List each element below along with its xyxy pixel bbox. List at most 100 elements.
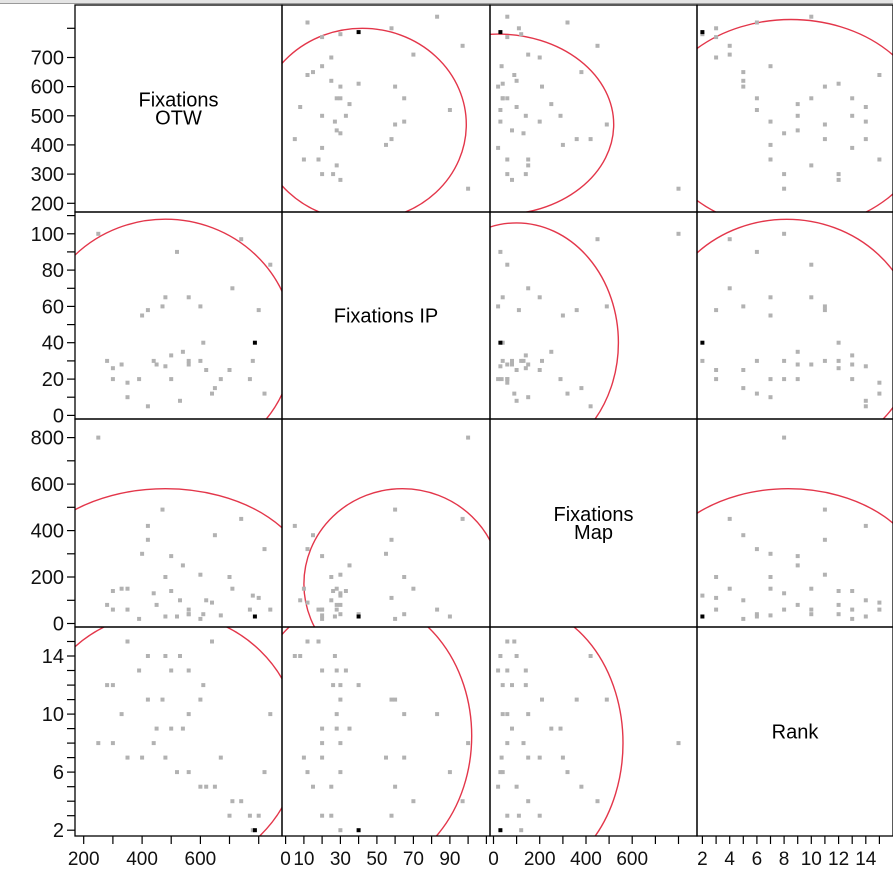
data-point [850, 96, 855, 101]
data-point [500, 712, 505, 717]
data-point [741, 616, 746, 621]
data-point [110, 683, 115, 688]
data-point [521, 741, 526, 746]
data-point [151, 591, 156, 596]
data-point [877, 600, 882, 605]
data-point [154, 726, 159, 731]
data-point [537, 55, 542, 60]
data-point [809, 607, 814, 612]
data-point [741, 368, 746, 372]
data-point [175, 249, 179, 254]
data-point [212, 533, 217, 538]
bottom-tick-label: 70 [403, 849, 424, 870]
data-point [137, 616, 142, 621]
data-point [782, 172, 787, 177]
data-point [514, 398, 519, 403]
data-point [500, 81, 505, 86]
data-point [316, 157, 321, 162]
data-point [514, 784, 519, 789]
data-point [145, 523, 150, 528]
data-point [496, 784, 501, 789]
data-point [96, 435, 101, 440]
data-point [320, 113, 325, 118]
data-point [768, 551, 773, 556]
data-point [505, 362, 510, 367]
data-point [320, 616, 325, 621]
data-point [163, 654, 168, 658]
data-point [700, 358, 705, 363]
data-point [498, 249, 503, 254]
data-point [334, 607, 339, 612]
data-point [227, 813, 232, 818]
data-point [140, 551, 145, 556]
data-point [676, 741, 681, 746]
data-point [305, 547, 310, 552]
data-point [768, 377, 773, 382]
data-point [338, 591, 343, 596]
left-tick-label: 700 [31, 48, 64, 70]
density-ellipse-r1-c0 [75, 218, 282, 419]
data-point [247, 813, 252, 818]
data-point [320, 813, 325, 818]
diagonal-label-line: Fixations [138, 90, 218, 112]
data-point [198, 358, 203, 363]
data-point [329, 784, 334, 789]
data-point [393, 784, 398, 789]
data-point [145, 308, 150, 313]
data-point [169, 554, 174, 559]
data-point [105, 358, 110, 363]
data-point [338, 177, 343, 182]
highlighted-point [356, 828, 361, 833]
data-point [500, 683, 505, 688]
data-point [741, 533, 746, 538]
data-point [145, 404, 150, 409]
data-point [332, 614, 337, 619]
data-point [877, 380, 882, 385]
data-point [519, 32, 524, 37]
data-point [782, 231, 787, 236]
data-point [604, 304, 609, 309]
data-point [262, 770, 267, 775]
data-point [523, 113, 528, 118]
data-point [447, 614, 452, 619]
data-point [262, 547, 267, 552]
data-point [239, 516, 244, 521]
data-point [186, 668, 191, 673]
left-tick-label: 500 [31, 106, 64, 128]
data-point [218, 755, 223, 760]
data-point [125, 395, 130, 400]
bottom-axis: 200 400 600 0 10 30 50 70 90 0 200 400 600 2 4 6 8 10 12 14 [68, 836, 881, 870]
data-point [850, 113, 855, 118]
data-point [338, 770, 343, 775]
data-point [505, 639, 510, 644]
highlighted-point [252, 828, 257, 833]
data-point [186, 295, 191, 300]
data-point [523, 353, 528, 358]
data-point [863, 105, 868, 109]
data-point [256, 813, 261, 818]
data-point [435, 607, 440, 612]
data-point [579, 386, 584, 391]
data-point [356, 81, 361, 86]
data-point [510, 726, 514, 731]
data-point [110, 366, 115, 371]
scatter-points [96, 14, 882, 833]
data-point [523, 683, 528, 688]
data-point [836, 589, 841, 593]
data-point [877, 607, 882, 612]
data-point [505, 813, 510, 818]
data-point [505, 380, 510, 385]
data-point [512, 639, 517, 644]
data-point [338, 84, 343, 89]
data-point [558, 726, 563, 731]
bottom-tick-label: 2 [697, 849, 708, 870]
bottom-tick-label: 200 [68, 849, 100, 870]
data-point [574, 137, 579, 142]
data-point [496, 84, 501, 89]
data-point [498, 108, 503, 112]
data-point [110, 741, 115, 746]
data-point [822, 137, 827, 142]
density-ellipse-r2-c3 [697, 488, 893, 525]
data-point [338, 131, 343, 136]
